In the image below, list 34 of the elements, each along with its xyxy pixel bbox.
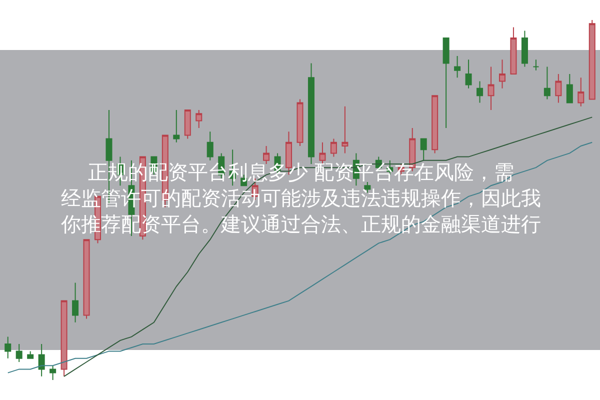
- candlestick: [510, 26, 517, 74]
- candlestick: [173, 110, 180, 143]
- candlestick: [465, 59, 472, 89]
- candlestick: [50, 365, 56, 380]
- candlestick: [442, 38, 450, 128]
- candlestick: [83, 239, 90, 320]
- candlestick: [72, 282, 79, 323]
- candlestick: [432, 95, 438, 154]
- candlestick: [4, 336, 12, 359]
- candlestick: [27, 350, 34, 359]
- candlestick: [296, 98, 304, 146]
- candlestick: [319, 142, 326, 164]
- candlestick: [330, 138, 337, 158]
- candlestick: [454, 56, 461, 78]
- candlestick: [521, 30, 528, 68]
- candlestick: [196, 110, 202, 128]
- candlestick: [588, 20, 596, 100]
- candlestick: [498, 59, 506, 89]
- candlestick: [420, 138, 427, 161]
- candlestick: [184, 110, 191, 140]
- candlestick: [488, 66, 494, 110]
- candlestick: [342, 106, 348, 154]
- candlestick: [16, 344, 22, 362]
- candlestick: [532, 59, 540, 71]
- candlestick: [476, 80, 484, 104]
- candlestick: [578, 77, 584, 107]
- candlestick: [308, 62, 314, 164]
- candlestick: [60, 300, 68, 377]
- candlestick: [555, 74, 562, 104]
- candlestick: [206, 131, 214, 161]
- candlestick: [566, 74, 573, 104]
- candlestick: [263, 146, 270, 164]
- candlestick: [544, 66, 550, 100]
- candlestick: [38, 344, 45, 377]
